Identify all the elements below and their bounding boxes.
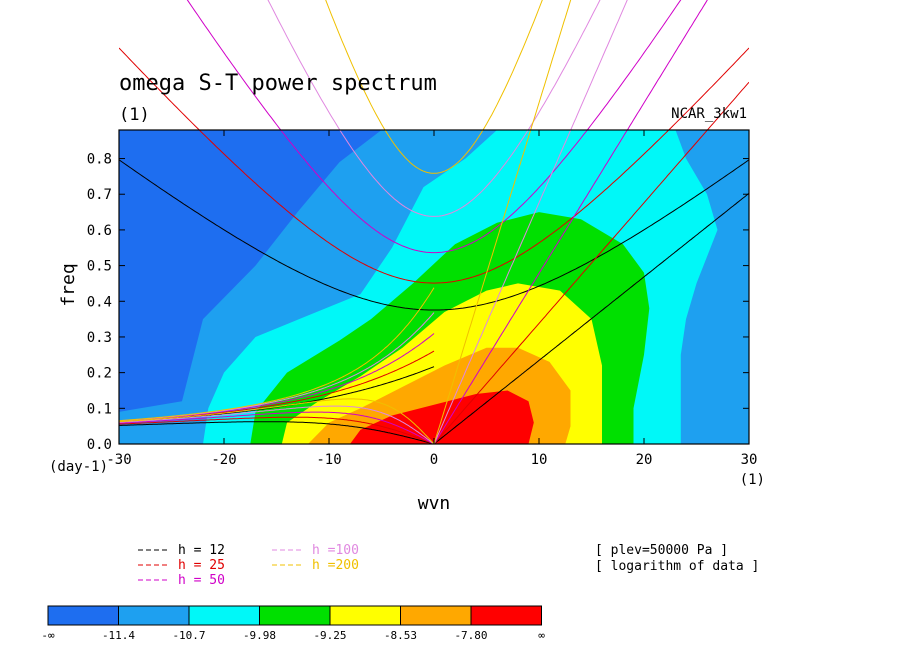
y-tick-label: 0.6: [87, 223, 112, 239]
colorbar-label: -9.98: [243, 629, 276, 642]
y-tick-label: 0.8: [87, 152, 112, 168]
x-axis-unit: (1): [740, 472, 765, 488]
y-tick-label: 0.0: [87, 437, 112, 453]
colorbar-label: -9.25: [313, 629, 346, 642]
kelvin-curve-h200: [433, 0, 572, 445]
y-axis: 0.0 0.1 0.2 0.3 0.4 0.5 0.6 0.7 0.8: [87, 152, 749, 453]
colorbar-swatch: [400, 605, 472, 626]
gravity-curve-h100: [267, 0, 601, 217]
colorbar-swatch: [118, 605, 190, 626]
x-axis: -30 -20 -10 0 10 20 30: [106, 130, 757, 468]
color-bar: -∞ -11.4 -10.7 -9.98 -9.25 -8.53 -7.80 ∞: [41, 605, 545, 642]
y-tick-label: 0.2: [87, 366, 112, 382]
x-axis-label: wvn: [418, 493, 451, 514]
plot-area: [119, 130, 749, 444]
annotation-log: [ logarithm of data ]: [595, 559, 759, 574]
y-tick-label: 0.7: [87, 187, 112, 203]
colorbar-label: -∞: [41, 629, 55, 642]
colorbar-label: -7.80: [454, 629, 487, 642]
y-tick-label: 0.1: [87, 401, 112, 417]
rossby-curve-h25: [119, 416, 435, 445]
x-tick-label: -10: [316, 452, 341, 468]
mrg-curve-h200: [119, 287, 435, 422]
contour-bands: [119, 130, 749, 444]
kelvin-curve-h50: [433, 0, 708, 445]
gravity-curve-h50: [186, 0, 682, 254]
kelvin-curve-h25: [433, 81, 749, 445]
colorbar-swatch: [47, 605, 119, 626]
legend-label: h = 25: [178, 558, 225, 573]
chart-title: omega S-T power spectrum: [119, 71, 437, 96]
kelvin-curve-h12: [433, 192, 749, 445]
y-tick-label: 0.4: [87, 294, 112, 310]
colorbar-label: ∞: [538, 629, 545, 642]
chart-subtitle-left: (1): [119, 105, 150, 125]
rossby-curve-h12: [119, 421, 435, 445]
colorbar-label: -11.4: [102, 629, 135, 642]
rossby-curve-h200: [119, 398, 435, 445]
legend-label: h =100: [312, 543, 359, 558]
gravity-curve-h25: [119, 47, 749, 284]
gravity-curve-h12: [119, 159, 749, 311]
rossby-curve-h50: [119, 411, 435, 445]
y-tick-label: 0.3: [87, 330, 112, 346]
x-tick-label: 30: [741, 452, 758, 468]
y-axis-unit: (day-1): [49, 459, 108, 475]
gravity-curve-h200: [325, 0, 543, 174]
legend-label: h = 12: [178, 543, 225, 558]
colorbar-swatch: [188, 605, 260, 626]
annotation-plev: [ plev=50000 Pa ]: [595, 543, 728, 558]
x-tick-label: 0: [430, 452, 438, 468]
colorbar-label: -8.53: [384, 629, 417, 642]
x-tick-label: 20: [636, 452, 653, 468]
rossby-curve-h100: [119, 405, 435, 445]
colorbar-label: -10.7: [172, 629, 205, 642]
legend-label: h =200: [312, 558, 359, 573]
colorbar-swatch: [259, 605, 331, 626]
x-tick-label: 10: [531, 452, 548, 468]
x-tick-label: -30: [106, 452, 131, 468]
colorbar-swatch: [329, 605, 401, 626]
legend-label: h = 50: [178, 573, 225, 588]
x-tick-label: -20: [211, 452, 236, 468]
dispersion-curves: [119, 0, 749, 445]
y-axis-label: freq: [58, 263, 79, 306]
y-tick-label: 0.5: [87, 259, 112, 275]
kelvin-curve-h100: [433, 0, 628, 445]
chart-subtitle-right: NCAR_3kw1: [671, 106, 747, 122]
colorbar-swatch: [470, 605, 542, 626]
